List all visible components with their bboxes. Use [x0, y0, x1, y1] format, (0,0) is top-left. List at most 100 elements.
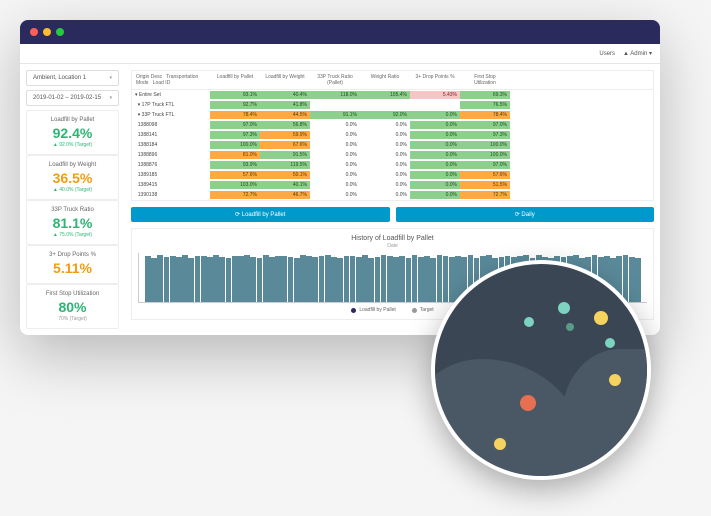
cell: 100.0% — [460, 141, 510, 149]
cell: 5.43% — [410, 91, 460, 99]
col-origin[interactable]: Origin Desc Transportation Mode Load ID — [132, 71, 210, 89]
bar — [164, 257, 170, 303]
bar — [300, 255, 306, 303]
cell: 0.0% — [310, 121, 360, 129]
cell — [360, 104, 410, 106]
action-buttons: ⟳ Loadfill by Pallet ⟳ Daily — [131, 207, 654, 222]
daily-button[interactable]: ⟳ Daily — [396, 207, 655, 222]
close-dot[interactable] — [30, 28, 38, 36]
bar — [623, 255, 629, 303]
map-inset — [431, 260, 651, 480]
table-row[interactable]: ▾ 17P Truck FTL92.7%41.8%76.5% — [132, 100, 653, 110]
table-row[interactable]: ▾ Entire Set93.1%40.4%118.0%105.4%5.43%6… — [132, 90, 653, 100]
cell: 0.0% — [310, 131, 360, 139]
col-ratio[interactable]: 33P Truck Ratio (Pallet) — [310, 71, 360, 89]
row-label: 1389415 — [132, 181, 210, 189]
bar — [226, 258, 232, 302]
bar — [244, 255, 250, 303]
bar — [430, 258, 436, 302]
bar — [418, 257, 424, 303]
date-filter[interactable]: 2019-01-02 – 2019-02-15 ▾ — [26, 90, 119, 106]
cell: 0.0% — [360, 121, 410, 129]
table-row[interactable]: 138918557.6%50.1%0.0%0.0%0.0%57.6% — [132, 170, 653, 180]
bar — [375, 257, 381, 303]
map-point[interactable] — [558, 302, 570, 314]
bar — [406, 258, 412, 303]
col-first[interactable]: First Stop Utilization — [460, 71, 510, 89]
cell: 0.0% — [310, 161, 360, 169]
col-drop[interactable]: 3+ Drop Points % — [410, 71, 460, 89]
table-row[interactable]: 138887693.9%119.5%0.0%0.0%0.0%97.0% — [132, 160, 653, 170]
users-link[interactable]: Users — [599, 51, 615, 57]
table-row[interactable]: 1388184100.0%67.6%0.0%0.0%0.0%100.0% — [132, 140, 653, 150]
bar — [207, 257, 213, 303]
table-row[interactable]: 1389415103.0%40.1%0.0%0.0%0.0%51.5% — [132, 180, 653, 190]
cell: 0.0% — [360, 151, 410, 159]
cell: 97.3% — [210, 131, 260, 139]
bar — [232, 256, 238, 303]
bar — [157, 255, 163, 302]
bar — [176, 257, 182, 302]
cell: 0.0% — [310, 171, 360, 179]
cell: 40.1% — [260, 181, 310, 189]
bar — [368, 258, 374, 302]
maximize-dot[interactable] — [56, 28, 64, 36]
cell: 50.1% — [260, 171, 310, 179]
kpi-label: Loadfill by Weight — [31, 162, 114, 168]
map-point[interactable] — [609, 374, 621, 386]
map-point[interactable] — [524, 317, 534, 327]
cell: 0.0% — [410, 111, 460, 119]
kpi-label: 33P Truck Ratio — [31, 207, 114, 213]
table-row[interactable]: 138814197.3%59.9%0.0%0.0%0.0%97.3% — [132, 130, 653, 140]
loadfill-button[interactable]: ⟳ Loadfill by Pallet — [131, 207, 390, 222]
minimize-dot[interactable] — [43, 28, 51, 36]
row-label: 1388184 — [132, 141, 210, 149]
bar — [635, 258, 641, 303]
col-weight[interactable]: Loadfill by Weight — [260, 71, 310, 89]
bar — [151, 258, 157, 302]
kpi-value: 81.1% — [31, 215, 114, 231]
row-label: 1388876 — [132, 161, 210, 169]
kpi-label: Loadfill by Pallet — [31, 117, 114, 123]
cell: 0.0% — [310, 181, 360, 189]
map-point[interactable] — [605, 338, 615, 348]
table-row[interactable]: 138809897.0%56.8%0.0%0.0%0.0%97.0% — [132, 120, 653, 130]
cell: 72.7% — [210, 191, 260, 199]
cell: 44.5% — [260, 111, 310, 119]
location-filter[interactable]: Ambient, Location 1 ▾ — [26, 70, 119, 86]
cell: 0.0% — [360, 171, 410, 179]
map-point[interactable] — [566, 323, 574, 331]
cell: 0.0% — [410, 171, 460, 179]
bar — [312, 257, 318, 302]
cell: 0.0% — [310, 141, 360, 149]
kpi-value: 5.11% — [31, 260, 114, 276]
map-point[interactable] — [594, 311, 608, 325]
cell: 0.0% — [410, 141, 460, 149]
col-pallet[interactable]: Loadfill by Pallet — [210, 71, 260, 89]
bar — [288, 257, 294, 303]
cell: 100.0% — [210, 141, 260, 149]
bar — [629, 257, 635, 302]
kpi-card: Loadfill by Weight 36.5% ▲ 40.0% (Target… — [26, 155, 119, 200]
cell: 92.0% — [360, 111, 410, 119]
kpi-card: First Stop Utilization 80% 70% (Target) — [26, 284, 119, 329]
table-row[interactable]: 138889681.0%91.5%0.0%0.0%0.0%100.0% — [132, 150, 653, 160]
cell: 0.0% — [410, 181, 460, 189]
admin-menu[interactable]: ▲ Admin ▾ — [623, 50, 652, 57]
col-wratio[interactable]: Weight Ratio — [360, 71, 410, 89]
bar — [449, 257, 455, 302]
cell: 78.4% — [460, 111, 510, 119]
table-row[interactable]: ▾ 33P Truck FTL78.4%44.5%91.1%92.0%0.0%7… — [132, 110, 653, 120]
bar — [325, 255, 331, 302]
bar — [319, 256, 325, 302]
table-row[interactable]: 139013872.7%46.7%0.0%0.0%0.0%72.7% — [132, 190, 653, 200]
bar — [263, 255, 269, 302]
cell: 0.0% — [410, 161, 460, 169]
cell: 97.3% — [460, 131, 510, 139]
cell: 0.0% — [410, 121, 460, 129]
cell: 0.0% — [360, 131, 410, 139]
bar — [337, 258, 343, 303]
bar — [437, 255, 443, 302]
legend-item: Target — [412, 307, 434, 313]
legend-dot — [351, 308, 356, 313]
